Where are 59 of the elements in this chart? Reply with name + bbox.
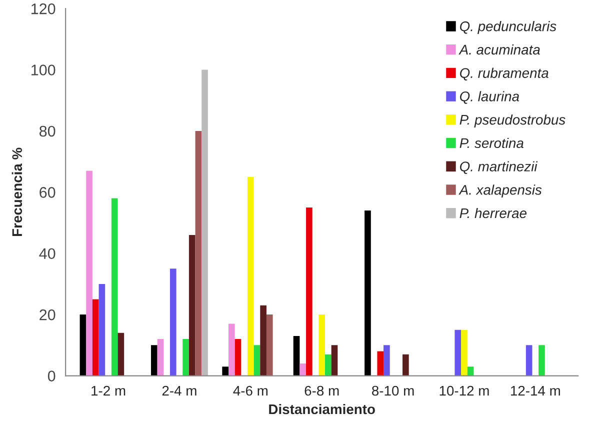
y-tick-label: 40 [39, 248, 56, 260]
legend-label: P. serotina [460, 138, 524, 148]
bar [318, 314, 326, 376]
bar [300, 364, 306, 376]
bar [538, 345, 545, 376]
bar [247, 176, 254, 376]
bar [384, 345, 390, 376]
bar [377, 351, 384, 376]
bar [222, 366, 229, 376]
x-tick-label: 6-8 m [304, 386, 339, 396]
bar [266, 314, 273, 376]
bar [202, 70, 208, 376]
x-tick-label: 4-6 m [233, 386, 268, 396]
legend-label: A. xalapensis [458, 184, 542, 198]
bar [293, 336, 300, 376]
legend-label: Q. laurina [460, 91, 520, 104]
bar [325, 354, 332, 376]
bar [364, 210, 371, 376]
bar [306, 207, 312, 376]
y-tick-label: 20 [40, 309, 56, 320]
bar [92, 299, 99, 376]
y-tick-label: 120 [32, 3, 56, 14]
bar [526, 345, 532, 376]
bar [98, 284, 106, 376]
legend-label: P. herrerae [460, 208, 526, 218]
bar [150, 345, 158, 376]
y-axis-title: Frecuencia % [12, 148, 22, 236]
bar [461, 330, 468, 376]
x-tick-label: 12-14 m [510, 386, 560, 396]
legend-label: Q. martinezii [460, 161, 538, 174]
bar [170, 268, 176, 376]
bar [188, 234, 196, 376]
y-tick-label: 100 [32, 64, 56, 76]
bar [80, 314, 86, 376]
bar [454, 330, 462, 376]
x-axis-title: Distanciamiento [269, 404, 375, 414]
bar [260, 305, 266, 376]
bar [331, 345, 338, 376]
bar [111, 198, 118, 376]
x-tick-label: 1-2 m [92, 386, 126, 396]
bar [195, 130, 202, 376]
y-tick-label: 80 [40, 126, 56, 137]
bar [228, 324, 235, 376]
bar [157, 339, 164, 376]
legend-label: A. acuminata [458, 44, 540, 55]
x-tick-label: 8-10 m [372, 386, 414, 396]
bar [86, 170, 92, 376]
y-tick-label: 60 [40, 187, 56, 198]
x-tick-label: 2-4 m [162, 386, 196, 396]
bar [118, 332, 124, 376]
x-tick-label: 10-12 m [440, 386, 489, 396]
legend-label: P. pseudostrobus [460, 114, 566, 128]
bar [182, 339, 189, 376]
y-tick-label: 0 [48, 370, 56, 382]
bar [234, 339, 242, 376]
legend-label: Q. peduncularis [460, 21, 556, 34]
legend-label: Q. rubramenta [460, 68, 548, 80]
bar [254, 345, 260, 376]
bar [402, 354, 409, 376]
